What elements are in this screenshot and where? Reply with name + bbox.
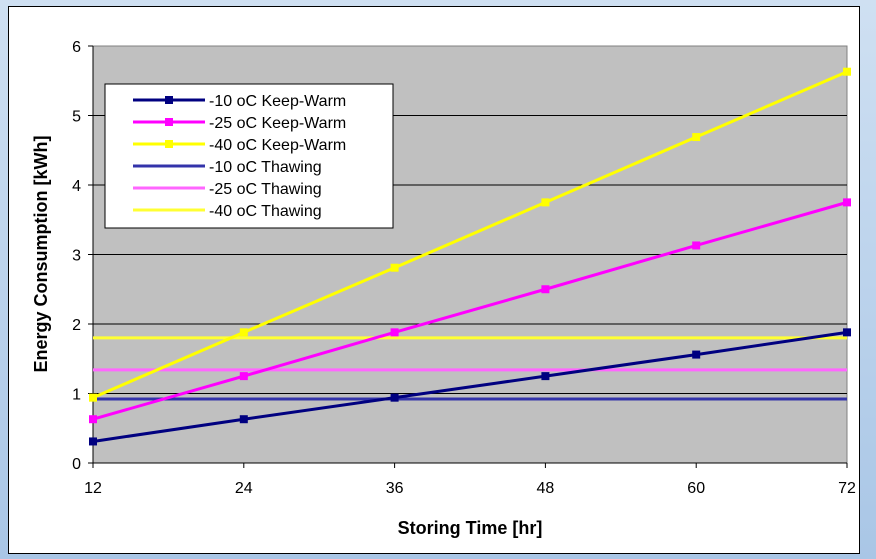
y-tick-label: 6 (72, 39, 81, 56)
series-line (92, 70, 848, 400)
data-point (89, 437, 97, 446)
data-point (843, 328, 851, 337)
data-point (843, 67, 851, 76)
data-point (541, 198, 550, 207)
x-tick-label: 24 (235, 480, 253, 497)
legend-label: -10 oC Thawing (209, 159, 322, 176)
legend-label: -25 oC Keep-Warm (209, 115, 346, 132)
y-tick-label: 5 (72, 109, 81, 126)
legend-label: -40 oC Thawing (209, 203, 322, 220)
data-point (390, 263, 399, 272)
legend-marker (165, 140, 173, 148)
y-tick-label: 1 (72, 387, 81, 404)
y-tick-label: 3 (72, 248, 81, 265)
data-point (692, 350, 701, 359)
x-tick-label: 36 (386, 480, 404, 497)
data-point (89, 415, 97, 424)
data-point (89, 393, 97, 402)
y-tick-label: 2 (72, 317, 81, 334)
series-line (92, 200, 848, 421)
legend-label: -40 oC Keep-Warm (209, 137, 346, 154)
y-tick-label: 4 (72, 178, 81, 195)
x-tick-label: 48 (537, 480, 555, 497)
data-point (239, 372, 248, 381)
x-axis-title: Storing Time [hr] (398, 518, 543, 538)
legend-marker (165, 118, 173, 126)
y-tick-label: 0 (72, 456, 81, 473)
series-line (92, 330, 848, 443)
x-tick-label: 60 (687, 480, 705, 497)
legend-marker (165, 96, 173, 104)
series-lines (89, 67, 851, 446)
x-tick-label: 72 (838, 480, 856, 497)
data-point (843, 198, 851, 207)
data-point (692, 241, 701, 250)
chart-frame: 0 1 2 3 4 5 6 12 24 36 48 60 72 -10 oC Keep-Warm -25 … (8, 6, 860, 554)
data-point (541, 372, 550, 381)
data-point (390, 328, 399, 337)
data-point (541, 285, 550, 294)
data-point (692, 133, 701, 142)
data-point (390, 393, 399, 402)
y-axis-title: Energy Consumption [kWh] (31, 136, 51, 373)
legend-label: -25 oC Thawing (209, 181, 322, 198)
legend: -10 oC Keep-Warm -25 oC Keep-Warm -40 oC K… (104, 83, 394, 229)
legend-box (104, 83, 394, 229)
data-point (239, 328, 248, 337)
data-point (239, 415, 248, 424)
legend-label: -10 oC Keep-Warm (209, 93, 346, 110)
x-tick-label: 12 (84, 480, 102, 497)
